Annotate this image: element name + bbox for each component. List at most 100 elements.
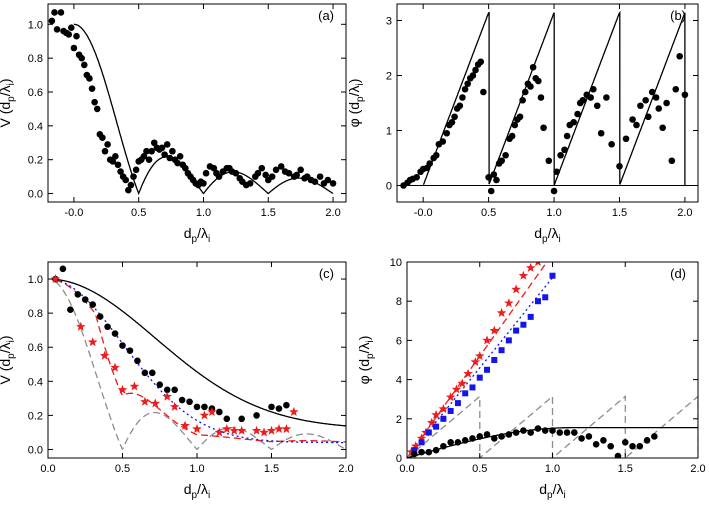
y-axis-label: φ (dp/λi) (346, 79, 366, 128)
ytick-label: 1.0 (28, 274, 43, 286)
point-c-circle-15 (163, 386, 171, 394)
point-d-star-12 (475, 351, 485, 361)
point-b-circle-61 (587, 94, 594, 101)
ytick-label: 2 (396, 414, 402, 426)
point-d-square-2 (425, 429, 432, 436)
y-axis-label-part: /λ (0, 85, 13, 96)
panel-label: (a) (318, 8, 334, 23)
point-d-circle-32 (643, 437, 651, 444)
ytick-label: 0.0 (28, 189, 43, 201)
point-d-circle-28 (614, 452, 622, 458)
point-a-circle-31 (130, 173, 137, 180)
xtick-label: 1.5 (612, 207, 627, 219)
point-b-circle-53 (561, 146, 568, 154)
point-a-circle-84 (293, 171, 301, 179)
curve-d-1 (407, 277, 553, 458)
point-d-star-9 (457, 378, 467, 388)
panel-a: -0.0 0.5 1.0 1.5 2.00.00.20.40.60.81.0(a)dp/… (0, 3, 347, 245)
point-c-star-21 (266, 425, 277, 435)
point-b-circle-8 (426, 160, 434, 167)
point-d-square-14 (513, 327, 520, 334)
point-a-circle-1 (51, 9, 58, 16)
x-axis-label-part: /λ (197, 481, 208, 497)
ytick-label: 8 (396, 296, 402, 308)
point-a-circle-25 (114, 161, 122, 169)
point-c-circle-16 (171, 386, 178, 394)
point-a-circle-59 (202, 169, 210, 177)
panel-label: (d) (670, 266, 686, 281)
point-d-circle-1 (418, 448, 425, 456)
point-d-square-5 (447, 407, 454, 414)
point-a-circle-75 (258, 164, 266, 172)
point-b-circle-79 (668, 157, 676, 165)
x-axis-label-part: i (559, 234, 561, 245)
x-axis-label-part: d (539, 481, 547, 497)
point-b-circle-54 (563, 132, 571, 140)
xtick-label: 1.5 (264, 463, 279, 475)
point-c-circle-3 (74, 291, 82, 298)
ytick-label: 0.4 (28, 376, 43, 388)
point-a-circle-80 (277, 163, 285, 170)
xtick-label: -0.0 (414, 207, 433, 219)
panel-label: (b) (670, 8, 686, 23)
point-a-circle-61 (210, 164, 218, 172)
panel-label: (c) (319, 266, 334, 281)
point-d-star-2 (416, 433, 427, 443)
point-d-circle-27 (607, 442, 614, 450)
point-c-circle-9 (119, 342, 126, 349)
point-d-circle-6 (454, 439, 462, 446)
ytick-label: 0.6 (28, 342, 43, 354)
point-d-square-9 (476, 374, 483, 381)
point-a-circle-89 (311, 178, 319, 185)
point-a-circle-7 (68, 24, 75, 31)
point-c-circle-5 (89, 301, 96, 308)
point-b-circle-59 (579, 96, 587, 104)
xtick-label: 0.0 (399, 463, 414, 475)
point-c-circle-7 (104, 323, 111, 331)
y-axis-label-part: p (6, 353, 17, 359)
point-b-circle-10 (432, 151, 440, 159)
point-d-circle-26 (600, 437, 607, 444)
point-b-circle-15 (448, 118, 456, 126)
point-d-circle-2 (425, 448, 433, 456)
point-c-circle-17 (178, 396, 186, 404)
point-a-circle-68 (232, 169, 240, 177)
curve-d-0 (407, 262, 548, 458)
point-d-star-13 (482, 335, 492, 345)
point-a-circle-79 (272, 166, 280, 174)
point-c-star-0 (50, 274, 61, 284)
xtick-label: 0.5 (115, 463, 130, 475)
point-c-circle-23 (223, 415, 231, 423)
point-a-circle-0 (48, 17, 56, 25)
y-axis-label-part: /λ (346, 86, 362, 97)
point-c-star-13 (199, 410, 210, 420)
x-axis-label-part: /λ (197, 225, 208, 241)
point-a-circle-46 (169, 147, 176, 155)
point-c-circle-2 (67, 306, 74, 314)
curve-c-1 (55, 281, 346, 451)
point-a-circle-35 (140, 153, 148, 160)
point-d-star-14 (489, 325, 500, 335)
point-b-circle-4 (413, 173, 420, 181)
point-b-circle-48 (540, 124, 547, 132)
point-c-circle-11 (134, 357, 141, 365)
point-b-circle-82 (681, 91, 689, 99)
point-c-star-15 (214, 427, 225, 437)
point-a-circle-42 (158, 144, 166, 152)
y-axis-label: V (dp/λi) (0, 78, 17, 127)
curve-c-0 (55, 278, 346, 427)
ytick-label: 0.2 (28, 155, 43, 167)
point-b-circle-23 (469, 72, 477, 79)
point-b-circle-19 (459, 94, 466, 101)
point-c-star-11 (180, 420, 190, 430)
point-b-circle-56 (570, 118, 577, 126)
xtick-label: 2.0 (690, 463, 705, 475)
x-axis-label-part: d (534, 225, 542, 241)
point-b-circle-37 (511, 121, 519, 129)
point-b-circle-43 (527, 83, 534, 90)
point-d-star-7 (445, 392, 456, 402)
ytick-label: 1.0 (28, 19, 43, 31)
point-c-circle-19 (193, 403, 201, 411)
point-d-square-8 (469, 384, 476, 391)
